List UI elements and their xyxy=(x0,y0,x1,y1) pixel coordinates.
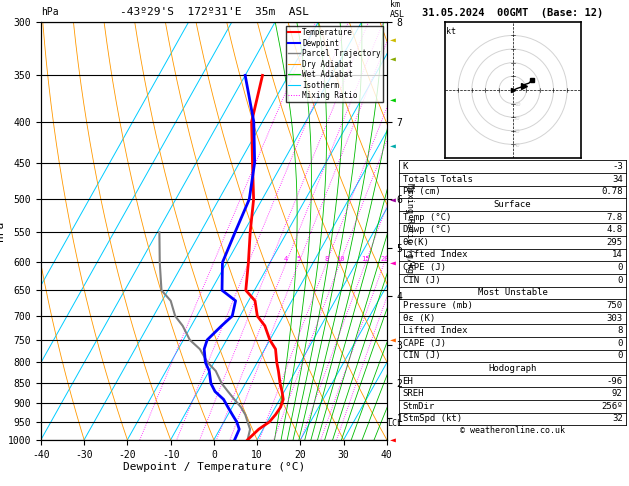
Text: 256º: 256º xyxy=(601,402,623,411)
Text: 750: 750 xyxy=(606,301,623,310)
Legend: Temperature, Dewpoint, Parcel Trajectory, Dry Adiabat, Wet Adiabat, Isotherm, Mi: Temperature, Dewpoint, Parcel Trajectory… xyxy=(286,26,383,103)
Text: EH: EH xyxy=(403,377,413,385)
Text: ◄: ◄ xyxy=(390,35,396,45)
Text: Dewp (°C): Dewp (°C) xyxy=(403,225,451,234)
X-axis label: Dewpoint / Temperature (°C): Dewpoint / Temperature (°C) xyxy=(123,462,305,472)
Text: 10: 10 xyxy=(514,102,520,107)
Text: ◄: ◄ xyxy=(390,258,396,267)
Text: 0: 0 xyxy=(617,276,623,285)
Text: -96: -96 xyxy=(606,377,623,385)
Text: 15: 15 xyxy=(362,257,370,262)
Text: Temp (°C): Temp (°C) xyxy=(403,213,451,222)
Text: km
ASL: km ASL xyxy=(390,0,405,19)
Text: ◄: ◄ xyxy=(390,435,396,445)
Text: CIN (J): CIN (J) xyxy=(403,351,440,361)
Text: © weatheronline.co.uk: © weatheronline.co.uk xyxy=(460,426,565,435)
Text: CAPE (J): CAPE (J) xyxy=(403,263,445,272)
Text: StmSpd (kt): StmSpd (kt) xyxy=(403,415,462,423)
Text: 8: 8 xyxy=(617,326,623,335)
Text: Totals Totals: Totals Totals xyxy=(403,175,472,184)
Text: θε(K): θε(K) xyxy=(403,238,430,247)
Text: 303: 303 xyxy=(606,313,623,323)
Text: 0: 0 xyxy=(617,351,623,361)
Text: 40: 40 xyxy=(514,143,520,148)
Text: Hodograph: Hodograph xyxy=(489,364,537,373)
Y-axis label: hPa: hPa xyxy=(0,221,5,241)
Text: 0: 0 xyxy=(617,263,623,272)
Text: SREH: SREH xyxy=(403,389,424,398)
Text: 34: 34 xyxy=(612,175,623,184)
Text: 32: 32 xyxy=(612,415,623,423)
Text: ◄: ◄ xyxy=(390,335,396,345)
Text: Lifted Index: Lifted Index xyxy=(403,250,467,260)
Text: Lifted Index: Lifted Index xyxy=(403,326,467,335)
Text: LCL: LCL xyxy=(387,419,402,428)
Text: kt: kt xyxy=(446,27,456,36)
Text: 92: 92 xyxy=(612,389,623,398)
Text: 5: 5 xyxy=(297,257,301,262)
Text: CIN (J): CIN (J) xyxy=(403,276,440,285)
Text: 8: 8 xyxy=(325,257,329,262)
Text: ◄: ◄ xyxy=(390,140,396,151)
Text: -3: -3 xyxy=(612,162,623,171)
Text: θε (K): θε (K) xyxy=(403,313,435,323)
Text: Most Unstable: Most Unstable xyxy=(477,288,548,297)
Text: 30: 30 xyxy=(514,129,520,134)
Text: 0.78: 0.78 xyxy=(601,188,623,196)
Text: 4.8: 4.8 xyxy=(606,225,623,234)
Text: StmDir: StmDir xyxy=(403,402,435,411)
Text: Surface: Surface xyxy=(494,200,532,209)
Text: 20: 20 xyxy=(514,116,520,121)
Text: hPa: hPa xyxy=(41,7,58,17)
Text: ◄: ◄ xyxy=(390,53,396,64)
Text: 14: 14 xyxy=(612,250,623,260)
Text: K: K xyxy=(403,162,408,171)
Text: -43º29'S  172º31'E  35m  ASL: -43º29'S 172º31'E 35m ASL xyxy=(120,7,308,17)
Text: 31.05.2024  00GMT  (Base: 12): 31.05.2024 00GMT (Base: 12) xyxy=(422,8,603,18)
Text: 10: 10 xyxy=(336,257,345,262)
Text: PW (cm): PW (cm) xyxy=(403,188,440,196)
Text: 7.8: 7.8 xyxy=(606,213,623,222)
Text: CAPE (J): CAPE (J) xyxy=(403,339,445,348)
Text: 20: 20 xyxy=(380,257,389,262)
Y-axis label: Mixing Ratio (g/kg): Mixing Ratio (g/kg) xyxy=(404,183,413,278)
Text: 0: 0 xyxy=(617,339,623,348)
Text: ◄: ◄ xyxy=(390,94,396,104)
Text: ◄: ◄ xyxy=(390,194,396,204)
Text: 4: 4 xyxy=(284,257,288,262)
Text: Pressure (mb): Pressure (mb) xyxy=(403,301,472,310)
Text: 295: 295 xyxy=(606,238,623,247)
